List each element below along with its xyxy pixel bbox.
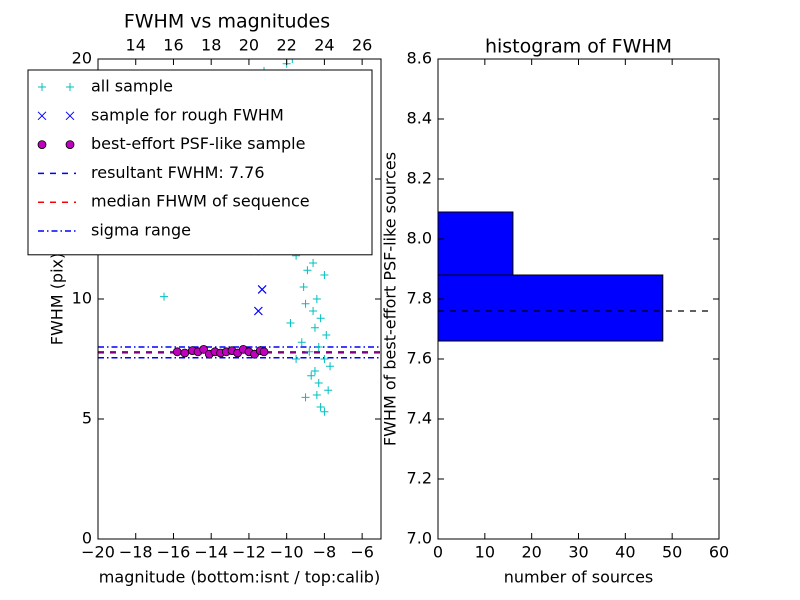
axes-frame — [97, 58, 382, 540]
x-tick-label: −16 — [157, 543, 191, 562]
point — [310, 323, 319, 332]
y-tick-label: 5 — [82, 409, 92, 428]
x-tick-label: −8 — [313, 543, 337, 562]
y-tick-label: 8.4 — [407, 109, 432, 128]
point — [322, 331, 331, 339]
legend-marker — [66, 83, 74, 91]
y-tick-label: 8.2 — [407, 169, 432, 188]
legend-label: resultant FWHM: 7.76 — [91, 163, 265, 182]
x-tick-label: 0 — [433, 543, 443, 562]
legend-marker — [37, 111, 47, 121]
bar — [437, 211, 514, 276]
y-tick-label: 7.8 — [407, 289, 432, 308]
point — [180, 348, 190, 358]
y-tick-label: 7.0 — [407, 529, 432, 548]
x-tick-label: 30 — [568, 543, 588, 562]
legend-marker — [37, 140, 47, 150]
point — [314, 343, 323, 351]
point — [305, 347, 314, 356]
x-tick-label: 60 — [709, 543, 729, 562]
point — [312, 295, 321, 303]
y-tick-label: 0 — [82, 529, 92, 548]
x-tick-label: 20 — [521, 543, 541, 562]
point — [253, 306, 263, 316]
x2-tick-label: 26 — [352, 36, 372, 55]
point — [160, 292, 169, 301]
y-tick-label: 7.2 — [407, 469, 432, 488]
bar — [437, 274, 664, 342]
point — [309, 259, 318, 267]
legend-marker — [65, 111, 75, 121]
point — [310, 367, 319, 375]
x2-tick-label: 14 — [126, 36, 146, 55]
x-tick-label: 10 — [475, 543, 495, 562]
point — [326, 362, 335, 371]
left-plot-area — [98, 59, 381, 416]
y-axis-label: FWHM of best-effort PSF-like sources — [381, 152, 400, 446]
point — [324, 386, 333, 395]
axes-frame — [437, 58, 720, 540]
x-tick-label: −20 — [81, 543, 115, 562]
point — [314, 379, 323, 387]
x2-tick-label: 22 — [276, 36, 296, 55]
overlay: −20−18−16−14−12−10−8−6051015201416182022… — [27, 11, 729, 587]
point — [301, 299, 310, 308]
x-tick-label: −18 — [119, 543, 153, 562]
y-tick-label: 7.4 — [407, 409, 432, 428]
point — [301, 393, 310, 402]
x-tick-label: 50 — [662, 543, 682, 562]
x-tick-label: −10 — [270, 543, 304, 562]
x2-tick-label: 18 — [201, 36, 221, 55]
point — [288, 59, 297, 63]
x-axis-label: magnitude (bottom:isnt / top:calib) — [99, 568, 380, 587]
x2-tick-label: 16 — [163, 36, 183, 55]
point — [286, 319, 295, 327]
x-tick-label: −12 — [232, 543, 266, 562]
x-axis-label: number of sources — [504, 568, 654, 587]
y-tick-label: 7.6 — [407, 349, 432, 368]
x-tick-label: −6 — [350, 543, 374, 562]
point — [303, 266, 312, 275]
point — [316, 403, 325, 411]
legend-label: median FHWM of sequence — [91, 192, 310, 211]
legend-label: sample for rough FWHM — [91, 105, 284, 124]
point — [309, 307, 318, 315]
point — [316, 314, 325, 323]
legend-marker — [38, 83, 46, 91]
point — [320, 271, 329, 279]
point — [292, 355, 301, 363]
x2-tick-label: 20 — [239, 36, 259, 55]
legend-box — [27, 69, 373, 256]
y-tick-label: 20 — [72, 49, 92, 68]
point — [199, 344, 209, 354]
point — [257, 284, 267, 294]
legend-label: sigma range — [91, 221, 191, 240]
x2-tick-label: 24 — [314, 36, 334, 55]
point — [297, 338, 306, 347]
legend-label: all sample — [91, 77, 173, 96]
point — [307, 371, 316, 380]
chart-title: histogram of FWHM — [485, 36, 672, 58]
x-tick-label: 40 — [615, 543, 635, 562]
y-tick-label: 10 — [72, 289, 92, 308]
y-tick-label: 8.6 — [407, 49, 432, 68]
point — [320, 407, 329, 416]
point — [259, 347, 269, 357]
x-tick-label: −14 — [194, 543, 228, 562]
chart-title: FWHM vs magnitudes — [124, 11, 330, 33]
y-axis-label: FWHM (pix) — [48, 253, 67, 346]
point — [172, 347, 182, 357]
legend-label: best-effort PSF-like sample — [91, 134, 305, 153]
point — [320, 355, 329, 363]
y-tick-label: 8.0 — [407, 229, 432, 248]
point — [299, 283, 308, 291]
point — [312, 391, 321, 399]
legend-marker — [65, 140, 75, 150]
